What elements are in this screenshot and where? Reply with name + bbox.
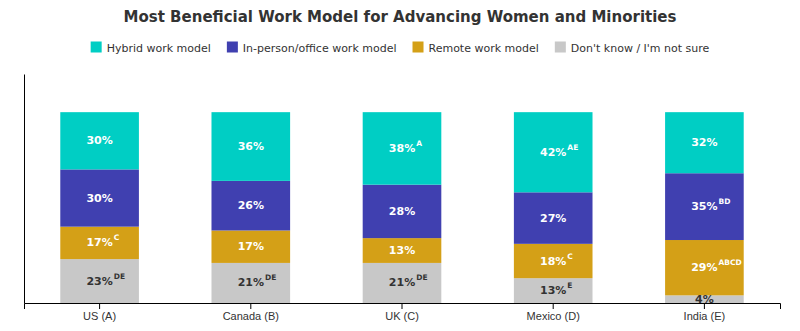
superscript: DE (114, 272, 125, 281)
bar-segment (60, 112, 139, 169)
x-tick-mark (99, 303, 100, 309)
data-label: 4% (695, 293, 714, 306)
bars (60, 112, 743, 303)
bar-segment (363, 238, 442, 263)
title: Most Beneficial Work Model for Advancing… (124, 8, 677, 26)
superscript: DE (416, 273, 427, 282)
bar-segment (211, 263, 290, 303)
superscript: BD (719, 197, 731, 206)
bar-segment (514, 192, 593, 244)
x-tick: Mexico (D) (527, 303, 580, 322)
bar-segment (665, 112, 744, 173)
superscript: DE (265, 273, 276, 282)
bar-segment (211, 112, 290, 181)
y-axis-line (24, 75, 25, 304)
legend-item: Remote work model (413, 42, 539, 55)
bar-segment (665, 173, 744, 240)
data-label: 42% (540, 146, 566, 159)
legend-label: In-person/office work model (243, 42, 397, 55)
x-tick-label: UK (C) (385, 310, 419, 322)
legend-label: Don't know / I'm not sure (571, 42, 710, 55)
legend-item: In-person/office work model (227, 42, 397, 55)
bar-segment (514, 278, 593, 303)
data-label: 38% (389, 142, 415, 155)
superscript: A (416, 139, 422, 148)
bar-segment (60, 169, 139, 226)
bar-segment (514, 244, 593, 278)
bar-segment (211, 230, 290, 262)
bar-segment (60, 227, 139, 259)
legend-swatch (413, 42, 424, 53)
bar-segment (514, 112, 593, 192)
data-label: 21% (389, 276, 415, 289)
data-label: 17% (86, 236, 112, 249)
data-label: 35% (691, 200, 717, 213)
x-axis: US (A) Canada (B) UK (C) Mexico (D) India (E… (25, 303, 781, 322)
x-tick-label: Canada (B) (223, 310, 279, 322)
x-tick-label: Mexico (D) (527, 310, 580, 322)
x-tick-mark (553, 303, 554, 309)
data-label: 23% (86, 275, 112, 288)
data-label: 17% (238, 240, 264, 253)
x-tick: India (E) (684, 303, 726, 322)
superscript: AE (567, 143, 578, 152)
legend-label: Hybrid work model (107, 42, 211, 55)
data-label: 26% (238, 199, 264, 212)
data-label: 27% (540, 212, 566, 225)
data-labels: 23%DE21%DE21%DE13%E4%17%C17%13%18%C29%AB… (86, 134, 741, 305)
x-tick-label: India (E) (684, 310, 726, 322)
legend-swatch (555, 42, 566, 53)
bar-segment (363, 263, 442, 303)
y-axis (24, 75, 25, 304)
data-label: 29% (691, 261, 717, 274)
x-tick: Canada (B) (223, 303, 279, 322)
legend-swatch (91, 42, 102, 53)
data-label: 18% (540, 255, 566, 268)
bar-segment (363, 185, 442, 238)
data-label: 13% (389, 244, 415, 257)
x-tick: UK (C) (385, 303, 419, 322)
superscript: C (567, 252, 573, 261)
data-label: 28% (389, 205, 415, 218)
x-tick-mark (402, 303, 403, 309)
data-label: 32% (691, 136, 717, 149)
data-label: 21% (238, 276, 264, 289)
bar-segment (665, 240, 744, 295)
legend-label: Remote work model (429, 42, 539, 55)
x-tick-mark (250, 303, 251, 309)
bar-segment (363, 112, 442, 185)
data-label: 13% (540, 284, 566, 297)
legend-item: Hybrid work model (91, 42, 211, 55)
superscript: C (114, 233, 120, 242)
chart: Most Beneficial Work Model for Advancing… (0, 0, 800, 331)
data-label: 30% (86, 192, 112, 205)
bar-segment (211, 181, 290, 231)
x-tick-label: US (A) (83, 310, 116, 322)
x-tick: US (A) (83, 303, 116, 322)
plot: US (A) Canada (B) UK (C) Mexico (D) India (E… (25, 75, 781, 322)
superscript: E (567, 281, 572, 290)
data-label: 36% (238, 140, 264, 153)
data-label: 30% (86, 134, 112, 147)
superscript: ABCD (719, 258, 742, 267)
legend-item: Don't know / I'm not sure (555, 42, 710, 55)
legend-swatch (227, 42, 238, 53)
legend: Hybrid work model In-person/office work m… (91, 42, 710, 55)
bar-segment (60, 259, 139, 303)
x-axis-line (25, 304, 781, 310)
